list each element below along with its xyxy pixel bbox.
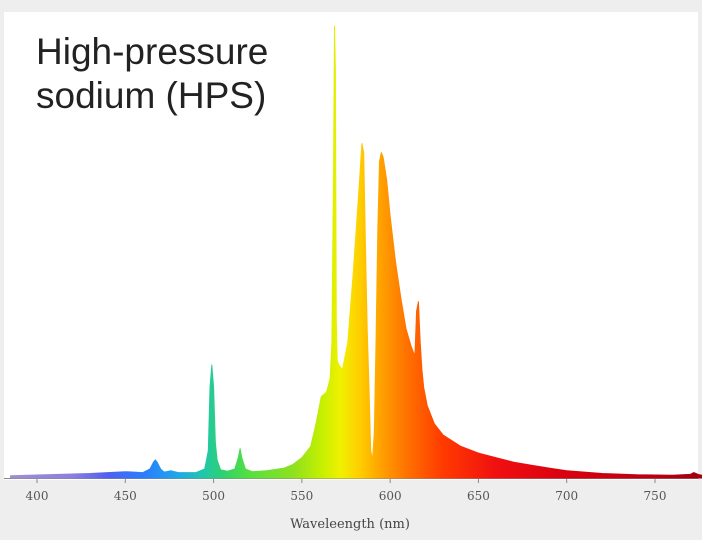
x-tick-label-750: 750 [644,489,667,503]
x-tick-label-650: 650 [467,489,490,503]
x-tick-label-450: 450 [114,489,137,503]
x-tick-label-600: 600 [379,489,402,503]
spectrum-area-0 [10,25,702,479]
x-tick-label-400: 400 [26,489,49,503]
x-axis-title: Waveleength (nm) [290,517,410,532]
chart-title: High-pressure sodium (HPS) [36,31,269,116]
x-tick-label-550: 550 [290,489,313,503]
x-axis-tick-labels: 400 450 500 550 600 650 700 750 [26,489,667,503]
series-group [10,25,702,479]
x-axis-ticks [36,478,656,483]
x-tick-label-500: 500 [202,489,225,503]
x-tick-label-700: 700 [555,489,578,503]
